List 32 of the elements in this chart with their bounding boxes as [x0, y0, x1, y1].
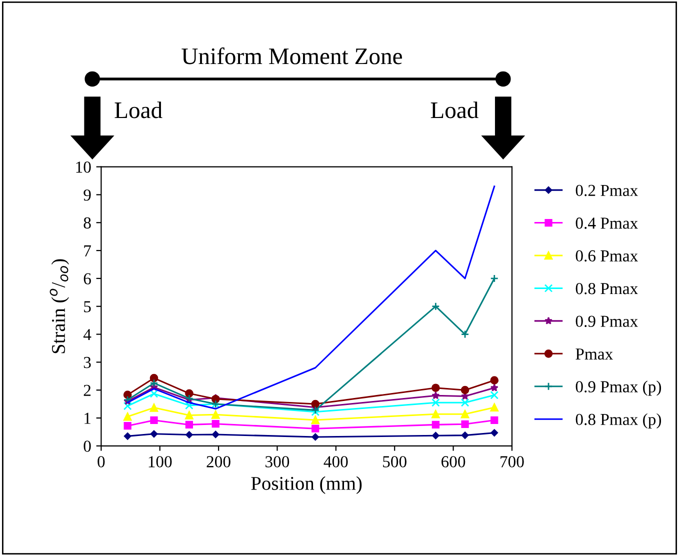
x-tick-label: 400 [324, 456, 348, 468]
y-tick-label: 0 [84, 440, 91, 452]
y-axis-title: Strain ($^{o}$/$_{oo}$) [50, 259, 69, 354]
x-tick-label: 100 [148, 456, 172, 468]
legend-label: 0.9 Pmax (p) [576, 380, 662, 396]
x-axis-title: Position (mm) [251, 476, 362, 494]
y-tick-label: 9 [84, 189, 91, 201]
y-tick-label: 10 [76, 162, 91, 173]
legend-label: Pmax [576, 348, 613, 360]
x-tick-label: 500 [383, 456, 406, 468]
y-tick-label: 8 [84, 217, 91, 229]
legend-label: 0.4 Pmax [576, 218, 638, 229]
y-tick-label: 5 [84, 301, 91, 312]
legend-label: 0.9 Pmax [576, 316, 638, 328]
y-tick-label: 7 [84, 245, 91, 256]
x-tick-label: 200 [206, 456, 230, 468]
legend-label: 0.8 Pmax (p) [576, 413, 662, 428]
x-tick-label: 300 [266, 456, 290, 468]
legend-label: 0.6 Pmax [576, 250, 638, 262]
y-tick-label: 6 [84, 273, 91, 284]
text: Load [114, 102, 162, 118]
x-tick-label: 0 [98, 456, 105, 468]
y-tick-label: 3 [84, 356, 91, 368]
y-tick-label: 1 [84, 412, 90, 424]
text: Load [430, 102, 478, 118]
y-tick-label: 2 [84, 384, 91, 396]
x-tick-label: 600 [441, 456, 466, 468]
chart-title: Uniform Moment Zone [182, 47, 402, 64]
y-tick-label: 4 [83, 329, 92, 340]
legend-label: 0.2 Pmax [576, 184, 638, 196]
legend-label: 0.8 Pmax [576, 282, 638, 294]
x-tick-label: 700 [500, 456, 524, 468]
